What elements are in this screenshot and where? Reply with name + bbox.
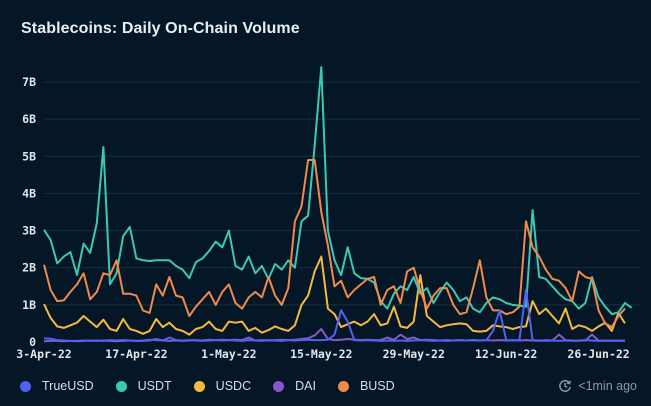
legend: TrueUSD USDT USDC DAI BUSD — [20, 379, 417, 393]
last-updated-text: <1min ago — [578, 379, 637, 393]
legend-label: USDC — [215, 379, 252, 393]
y-tick-label: 6B — [22, 112, 36, 126]
legend-swatch — [193, 380, 205, 392]
y-tick-label: 0 — [29, 335, 36, 349]
clock-refresh-icon — [558, 379, 572, 393]
legend-item-busd[interactable]: BUSD — [337, 379, 395, 393]
series-line-usdc[interactable] — [43, 255, 626, 336]
x-tick-label: 17-Apr-22 — [105, 347, 167, 361]
legend-item-usdc[interactable]: USDC — [193, 379, 252, 393]
legend-swatch — [273, 380, 285, 392]
legend-item-dai[interactable]: DAI — [273, 379, 316, 393]
series-line-busd[interactable] — [43, 159, 626, 329]
series-lines — [43, 66, 633, 343]
chart-title: Stablecoins: Daily On-Chain Volume — [21, 20, 300, 37]
x-tick-label: 26-Jun-22 — [567, 347, 629, 361]
line-chart: 0 1B 2B 3B 4B 5B 6B 7B 3-Apr-22 17-Apr-22 1-May-2… — [16, 66, 640, 361]
y-tick-label: 4B — [22, 186, 36, 200]
x-axis: 3-Apr-22 17-Apr-22 1-May-22 15-May-22 29-May… — [16, 347, 629, 361]
x-tick-label: 29-May-22 — [383, 347, 445, 361]
x-tick-label: 1-May-22 — [201, 347, 256, 361]
legend-swatch — [115, 380, 127, 392]
x-tick-label: 15-May-22 — [290, 347, 352, 361]
y-axis: 0 1B 2B 3B 4B 5B 6B 7B — [22, 75, 36, 349]
legend-swatch — [20, 380, 31, 392]
y-tick-label: 7B — [22, 75, 36, 89]
series-line-usdt[interactable] — [43, 66, 633, 316]
x-tick-label: 12-Jun-22 — [475, 347, 537, 361]
x-tick-label: 3-Apr-22 — [16, 347, 71, 361]
legend-swatch — [337, 380, 349, 392]
series-line-trueusd[interactable] — [43, 289, 626, 342]
legend-item-trueusd[interactable]: TrueUSD — [20, 379, 94, 393]
y-tick-label: 1B — [22, 298, 36, 312]
legend-label: DAI — [295, 379, 316, 393]
legend-item-usdt[interactable]: USDT — [115, 379, 172, 393]
last-updated[interactable]: <1min ago — [558, 379, 637, 393]
legend-label: BUSD — [359, 379, 395, 393]
legend-label: USDT — [137, 379, 172, 393]
y-tick-label: 5B — [22, 149, 36, 163]
legend-label: TrueUSD — [42, 379, 94, 393]
y-tick-label: 2B — [22, 261, 36, 275]
y-tick-label: 3B — [22, 224, 36, 238]
